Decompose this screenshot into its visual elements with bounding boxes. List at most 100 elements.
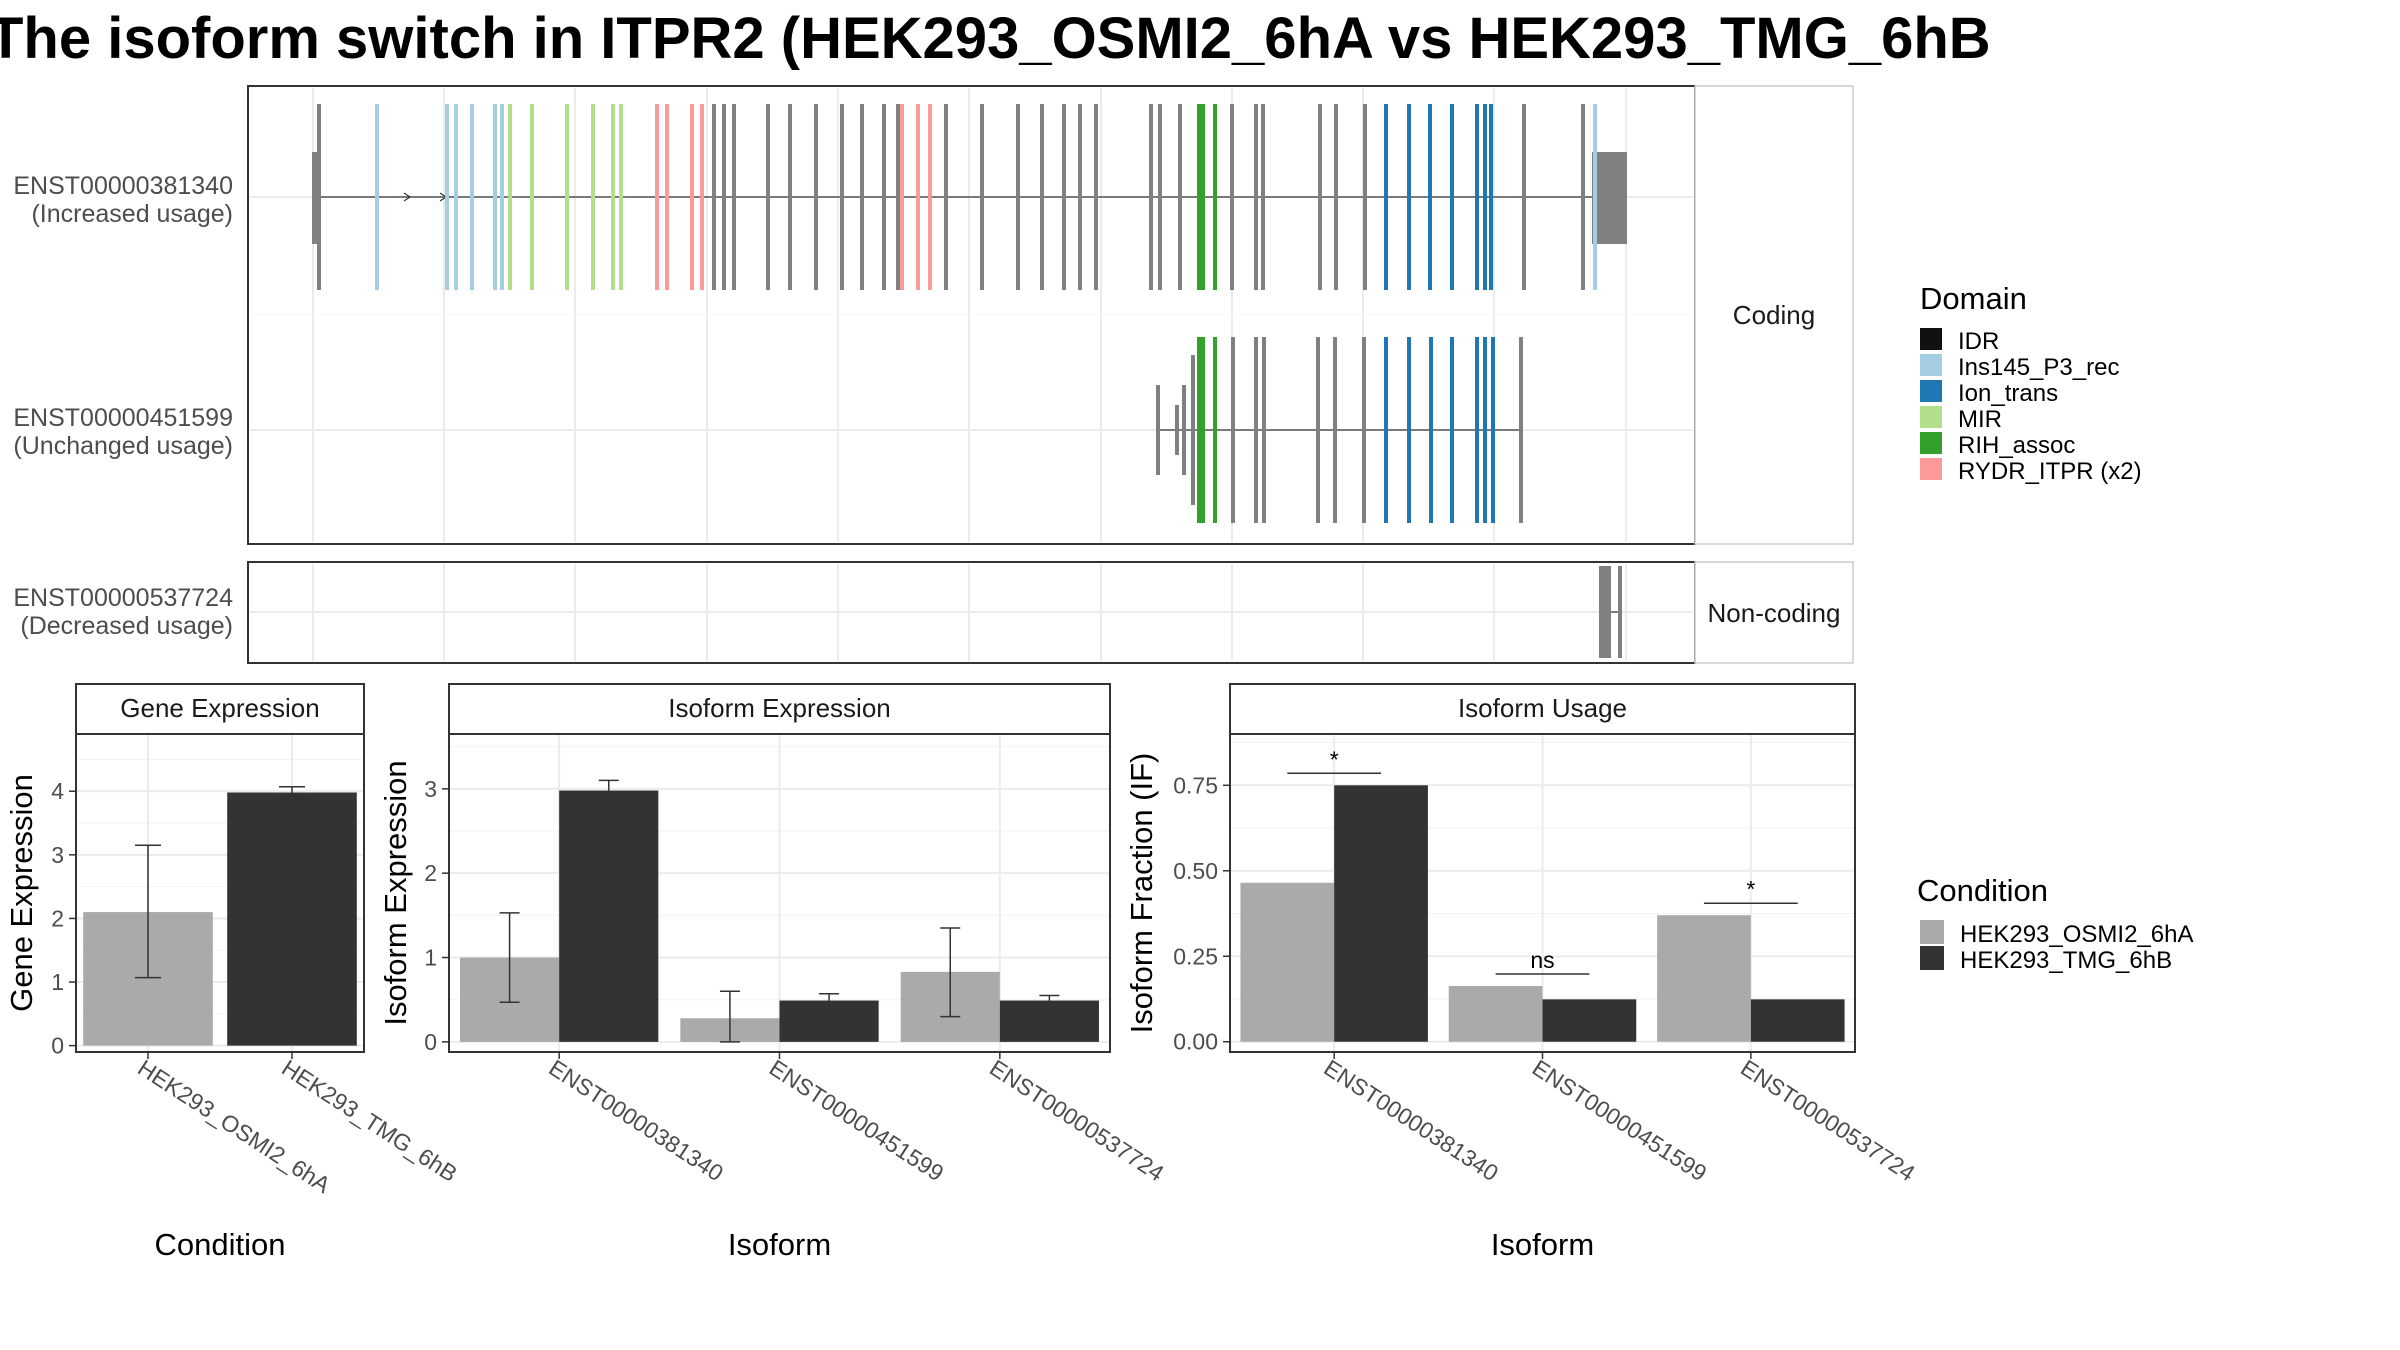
y-tick-label: 0	[424, 1029, 437, 1055]
exon	[1363, 104, 1367, 290]
exon	[766, 104, 770, 290]
bar	[999, 1000, 1099, 1042]
domain-exon	[1201, 104, 1205, 290]
exon	[732, 104, 736, 290]
row-label-451599-id: ENST00000451599	[13, 404, 233, 432]
legend-key-tmg	[1920, 946, 1944, 970]
y-tick-label: 3	[51, 842, 64, 868]
structure-noncoding-panel: Non-coding	[247, 561, 1854, 664]
domain-exon	[454, 104, 458, 290]
x-axis-title: Condition	[155, 1227, 286, 1262]
exon	[980, 104, 984, 290]
legend-label-ion-trans: Ion_trans	[1958, 380, 2058, 407]
legend-label-osmi2: HEK293_OSMI2_6hA	[1960, 921, 2193, 948]
exon	[1316, 337, 1320, 523]
domain-exon	[500, 104, 504, 290]
legend-key-idr	[1920, 328, 1942, 350]
domain-exon	[470, 104, 474, 290]
direction-arrow	[403, 192, 412, 202]
x-tick-label: ENST00000537724	[1736, 1054, 1920, 1186]
y-tick-label: 3	[424, 776, 437, 802]
bar	[1657, 915, 1751, 1042]
exon	[1094, 104, 1098, 290]
legend-key-rih-assoc	[1920, 432, 1942, 454]
domain-exon	[619, 104, 623, 290]
domain-exon	[900, 104, 904, 290]
bar	[227, 792, 357, 1046]
domain-exon	[1384, 104, 1388, 290]
exon	[1182, 385, 1186, 475]
x-tick-label: ENST00000381340	[1319, 1054, 1503, 1186]
exon	[1178, 104, 1182, 290]
legend-label-idr: IDR	[1958, 328, 1999, 355]
y-tick-label: 0.75	[1173, 772, 1218, 798]
bar	[1448, 986, 1543, 1042]
bar	[559, 790, 659, 1042]
domain-exon	[665, 104, 669, 290]
exon	[1261, 104, 1265, 290]
noncoding-exon	[1618, 566, 1622, 658]
domain-exon	[655, 104, 659, 290]
exon	[1175, 405, 1179, 455]
exon	[788, 104, 792, 290]
legend-key-rydr-itpr	[1920, 458, 1942, 480]
domain-exon	[1475, 104, 1479, 290]
panel-strip-label: Isoform Expression	[668, 693, 891, 723]
coding-strip-label: Coding	[1733, 300, 1815, 330]
exon	[1062, 104, 1066, 290]
exon	[944, 104, 948, 290]
domain-exon	[1450, 104, 1454, 290]
row-label-381340-status: (Increased usage)	[31, 200, 233, 228]
exon	[712, 104, 716, 290]
exon	[1254, 104, 1258, 290]
exon	[896, 104, 900, 290]
exon	[814, 104, 818, 290]
noncoding-strip-label: Non-coding	[1708, 598, 1841, 628]
noncoding-strip	[1694, 561, 1854, 664]
x-tick-label: ENST00000537724	[985, 1054, 1169, 1186]
significance-label: ns	[1530, 947, 1554, 973]
exon	[722, 104, 726, 290]
condition-legend-title: Condition	[1917, 873, 2048, 908]
significance-label: *	[1746, 876, 1755, 902]
noncoding-tracks	[1599, 566, 1622, 658]
x-tick-label: ENST00000381340	[544, 1054, 728, 1186]
panel-strip-label: Isoform Usage	[1458, 693, 1627, 723]
row-label-537724-id: ENST00000537724	[13, 584, 233, 612]
y-tick-label: 2	[424, 860, 437, 886]
exon	[1581, 104, 1585, 290]
domain-exon	[1429, 337, 1433, 523]
exon	[860, 104, 864, 290]
domain-exon	[1197, 104, 1201, 290]
y-tick-label: 0.00	[1173, 1029, 1218, 1055]
legend-key-mir	[1920, 406, 1942, 428]
y-axis-title: Isoform Fraction (IF)	[1124, 753, 1159, 1034]
domain-exon	[611, 104, 615, 290]
exon	[1078, 104, 1082, 290]
domain-exon	[508, 104, 512, 290]
legend-key-ion-trans	[1920, 380, 1942, 402]
coding-tracks	[312, 104, 1627, 523]
domain-exon	[700, 104, 704, 290]
legend-label-tmg: HEK293_TMG_6hB	[1960, 947, 2172, 974]
domain-exon	[1197, 337, 1201, 523]
x-tick-label: ENST00000451599	[1528, 1054, 1712, 1186]
y-axis-title: Gene Expression	[4, 774, 39, 1012]
domain-exon	[1201, 337, 1205, 523]
exon	[1191, 355, 1195, 505]
domain-exon	[1407, 104, 1411, 290]
bar	[1334, 785, 1428, 1042]
domain-exon	[1491, 337, 1495, 523]
exon	[1522, 104, 1526, 290]
x-tick-label: ENST00000451599	[765, 1054, 949, 1186]
legend-label-rih-assoc: RIH_assoc	[1958, 432, 2075, 459]
legend-key-osmi2	[1920, 920, 1944, 944]
panel-strip	[1229, 683, 1856, 735]
bar	[1542, 999, 1637, 1042]
panel-strip	[448, 683, 1111, 735]
exon	[1016, 104, 1020, 290]
exon	[1262, 337, 1266, 523]
domain-exon	[1593, 104, 1597, 290]
domain-exon	[1475, 337, 1479, 523]
